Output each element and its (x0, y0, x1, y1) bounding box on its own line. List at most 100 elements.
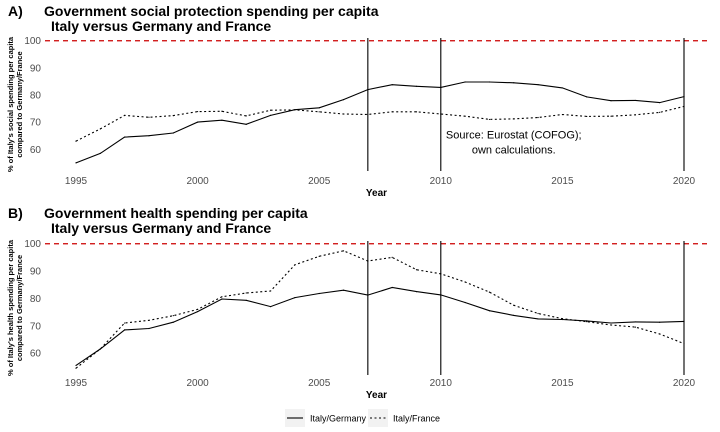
panel-a-point-italy-germany (415, 85, 418, 87)
panel-b-point-italy-germany (440, 294, 442, 296)
panel-b-xtick-label: 2010 (430, 378, 453, 389)
panel-b-xtick-label: 2020 (673, 378, 696, 389)
panel-a-point-italy-france (513, 118, 515, 120)
panel-a-point-italy-germany (537, 84, 539, 86)
panel-a-point-italy-france (391, 111, 393, 113)
panel-b-point-italy-france (610, 324, 612, 326)
panel-a-title: Government social protection spending pe… (44, 3, 379, 19)
panel-b-point-italy-germany (318, 292, 320, 295)
panel-a-point-italy-france (415, 111, 418, 113)
panel-b-point-italy-france (537, 312, 539, 315)
panel-b-point-italy-germany (537, 318, 539, 320)
panel-a-ytick-label: 90 (30, 63, 42, 74)
panel-a-point-italy-germany (197, 121, 199, 123)
panel-b-point-italy-germany (367, 294, 369, 296)
panel-a-ylabel-line: compared to Germany/France (15, 51, 24, 157)
panel-b-point-italy-france (245, 292, 247, 294)
panel-b-label: B) (8, 205, 23, 221)
panel-a-point-italy-germany (488, 81, 491, 83)
panel-a-series-italy-germany (75, 81, 685, 164)
panel-b-point-italy-germany (586, 320, 588, 322)
panel-a-point-italy-france (245, 115, 247, 117)
panel-a-point-italy-france (342, 113, 345, 115)
panel-b-point-italy-germany (634, 321, 636, 323)
panel-a-point-italy-france (683, 105, 685, 107)
panel-b-ytick-label: 60 (30, 349, 42, 360)
panel-b-point-italy-france (172, 315, 174, 317)
panel-b-point-italy-france (415, 269, 418, 271)
panel-a-point-italy-france (659, 111, 661, 113)
panel-a-point-italy-germany (440, 86, 442, 88)
panel-a-point-italy-germany (513, 82, 515, 84)
panel-b-ylabel-line: compared to Germany/France (15, 255, 24, 361)
panel-b-point-italy-france (464, 281, 466, 283)
panel-b-point-italy-germany (75, 364, 77, 367)
legend-key-bg (368, 409, 388, 427)
panel-b-point-italy-france (99, 348, 101, 350)
panel-b-point-italy-france (683, 342, 685, 345)
panel-b-point-italy-germany (172, 321, 174, 323)
panel-a-point-italy-france (318, 111, 320, 113)
panel-b-point-italy-germany (269, 306, 272, 308)
panel-b-point-italy-france (391, 256, 393, 259)
panel-b-point-italy-france (269, 290, 272, 292)
panel-a-xtick-label: 2015 (551, 176, 574, 187)
panel-b-point-italy-germany (391, 286, 393, 289)
panel-a-point-italy-france (75, 140, 77, 142)
panel-a-point-italy-germany (148, 135, 150, 137)
panel-a-point-italy-germany (221, 119, 223, 121)
panel-b-point-italy-germany (464, 301, 466, 304)
panel-a-point-italy-france (440, 113, 442, 115)
panel-b-xtick-label: 2000 (186, 378, 209, 389)
panel-a-point-italy-france (367, 113, 369, 116)
panel-a-point-italy-france (537, 116, 539, 119)
panel-b-point-italy-germany (659, 321, 661, 323)
legend-label: Italy/France (393, 414, 440, 424)
panel-b-subtitle: Italy versus Germany and France (51, 220, 271, 236)
panel-a-point-italy-france (294, 109, 296, 111)
panel-a-annotation-line: Source: Eurostat (COFOG); (446, 129, 582, 141)
panel-a-point-italy-france (464, 115, 466, 117)
panel-a-annotation-line: own calculations. (472, 144, 556, 156)
panel-a-point-italy-germany (586, 96, 588, 98)
panel-b-point-italy-france (197, 308, 199, 310)
panel-b-point-italy-france (318, 255, 320, 257)
panel-b-point-italy-germany (245, 299, 247, 301)
panel-b-point-italy-france (367, 260, 369, 262)
panel-a-point-italy-germany (683, 96, 685, 98)
panel-b-point-italy-germany (415, 290, 418, 293)
panel-a-label: A) (8, 3, 23, 19)
panel-a-ytick-label: 70 (30, 118, 42, 129)
panel-b-point-italy-germany (488, 310, 491, 312)
panel-a-point-italy-france (99, 128, 101, 130)
panel-a-point-italy-germany (245, 123, 247, 125)
panel-b-point-italy-france (659, 333, 661, 335)
panel-a-point-italy-germany (75, 162, 77, 164)
panel-a-point-italy-germany (464, 81, 466, 83)
panel-a-ytick-label: 60 (30, 145, 42, 156)
panel-b-ytick-label: 90 (30, 267, 42, 278)
panel-a-point-italy-france (172, 115, 174, 117)
panel-a-point-italy-france (197, 110, 199, 113)
panel-b-series-italy-france (75, 250, 685, 369)
panel-a-point-italy-germany (659, 102, 661, 104)
panel-b-point-italy-france (75, 367, 77, 369)
panel-b-point-italy-germany (513, 314, 515, 316)
panel-a-point-italy-germany (391, 84, 393, 86)
panel-a-xtick-label: 2010 (430, 176, 453, 187)
panel-b-point-italy-germany (124, 329, 126, 331)
panel-a-point-italy-france (561, 113, 564, 116)
panel-b-point-italy-france (221, 296, 223, 298)
panel-b-point-italy-germany (197, 310, 199, 313)
panel-a-point-italy-france (586, 115, 588, 118)
panel-b-series-italy-germany (75, 286, 685, 366)
panel-a-point-italy-france (634, 114, 636, 116)
panel-a-point-italy-germany (124, 136, 126, 138)
panel-a-point-italy-germany (269, 114, 272, 116)
panel-b-point-italy-france (342, 250, 345, 252)
panel-b-title: Government health spending per capita (44, 205, 308, 221)
panel-a-point-italy-france (221, 110, 223, 112)
panel-a-ylabel-line: % of Italy's social spending per capita (6, 36, 15, 172)
panel-b-point-italy-france (586, 321, 588, 323)
